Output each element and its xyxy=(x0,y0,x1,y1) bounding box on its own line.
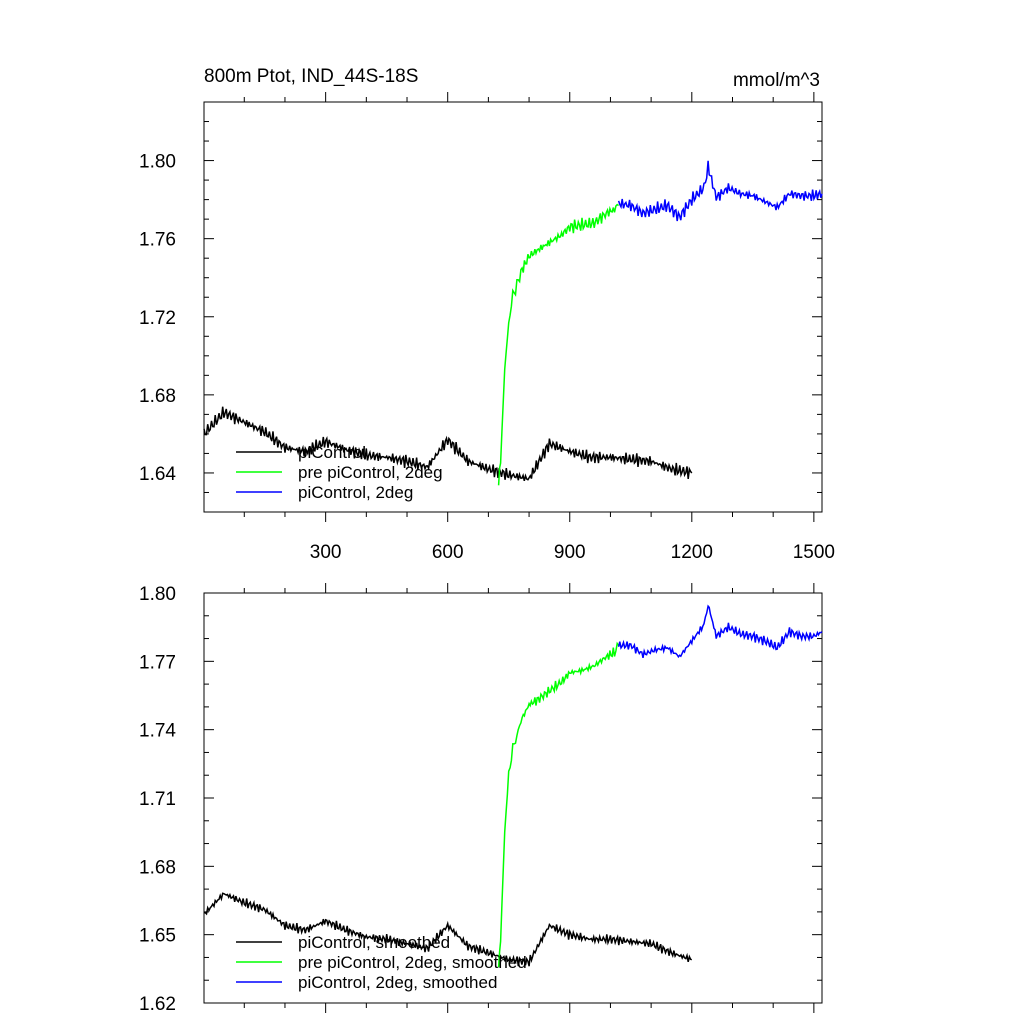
units-label: mmol/m^3 xyxy=(733,70,820,91)
y-tick-label: 1.64 xyxy=(139,464,176,485)
y-tick-label: 1.71 xyxy=(139,789,176,810)
top-panel: 300 600 900 1200 1500 1.64 1.68 1.72 1.76 1.80 piC… xyxy=(139,92,835,563)
y-tick-label: 1.65 xyxy=(139,926,176,947)
x-tick-label: 1500 xyxy=(793,542,835,563)
series-line-picontrol xyxy=(203,406,693,482)
series-line-picontrol-2deg-smoothed xyxy=(617,604,823,659)
x-tick-label: 600 xyxy=(432,542,464,563)
plot-frame xyxy=(203,592,823,1004)
x-tick-label: 300 xyxy=(310,542,342,563)
series-line-picontrol-2deg xyxy=(617,160,823,222)
series-line-pre-picontrol-2deg-smoothed xyxy=(497,641,620,968)
series-line-picontrol-smoothed xyxy=(203,892,693,967)
y-tick-label: 1.80 xyxy=(139,584,176,605)
x-tick-label: 1200 xyxy=(671,542,713,563)
legend-label: piControl, smoothed xyxy=(298,933,450,952)
y-tick-label: 1.74 xyxy=(139,721,176,742)
plot-frame xyxy=(203,101,823,513)
legend-label: pre piControl, 2deg, smoothed xyxy=(298,953,527,972)
legend-label: piControl, 2deg, smoothed xyxy=(298,973,497,992)
series-line-pre-picontrol-2deg xyxy=(497,203,620,486)
bottom-panel: 1.62 1.65 1.68 1.71 1.74 1.77 1.80 piControl, s… xyxy=(139,583,823,1015)
y-tick-label: 1.68 xyxy=(139,386,176,407)
x-tick-label: 900 xyxy=(554,542,586,563)
legend-label: pre piControl, 2deg xyxy=(298,463,443,482)
y-tick-label: 1.77 xyxy=(139,652,176,673)
figure-title: 800m Ptot, IND_44S-18S xyxy=(204,66,418,87)
y-tick-label: 1.62 xyxy=(139,994,176,1015)
y-tick-label: 1.80 xyxy=(139,152,176,173)
y-tick-label: 1.76 xyxy=(139,230,176,251)
y-tick-label: 1.68 xyxy=(139,857,176,878)
legend-label: piControl, 2deg xyxy=(298,483,413,502)
legend-label: piControl xyxy=(298,443,366,462)
y-tick-label: 1.72 xyxy=(139,308,176,329)
